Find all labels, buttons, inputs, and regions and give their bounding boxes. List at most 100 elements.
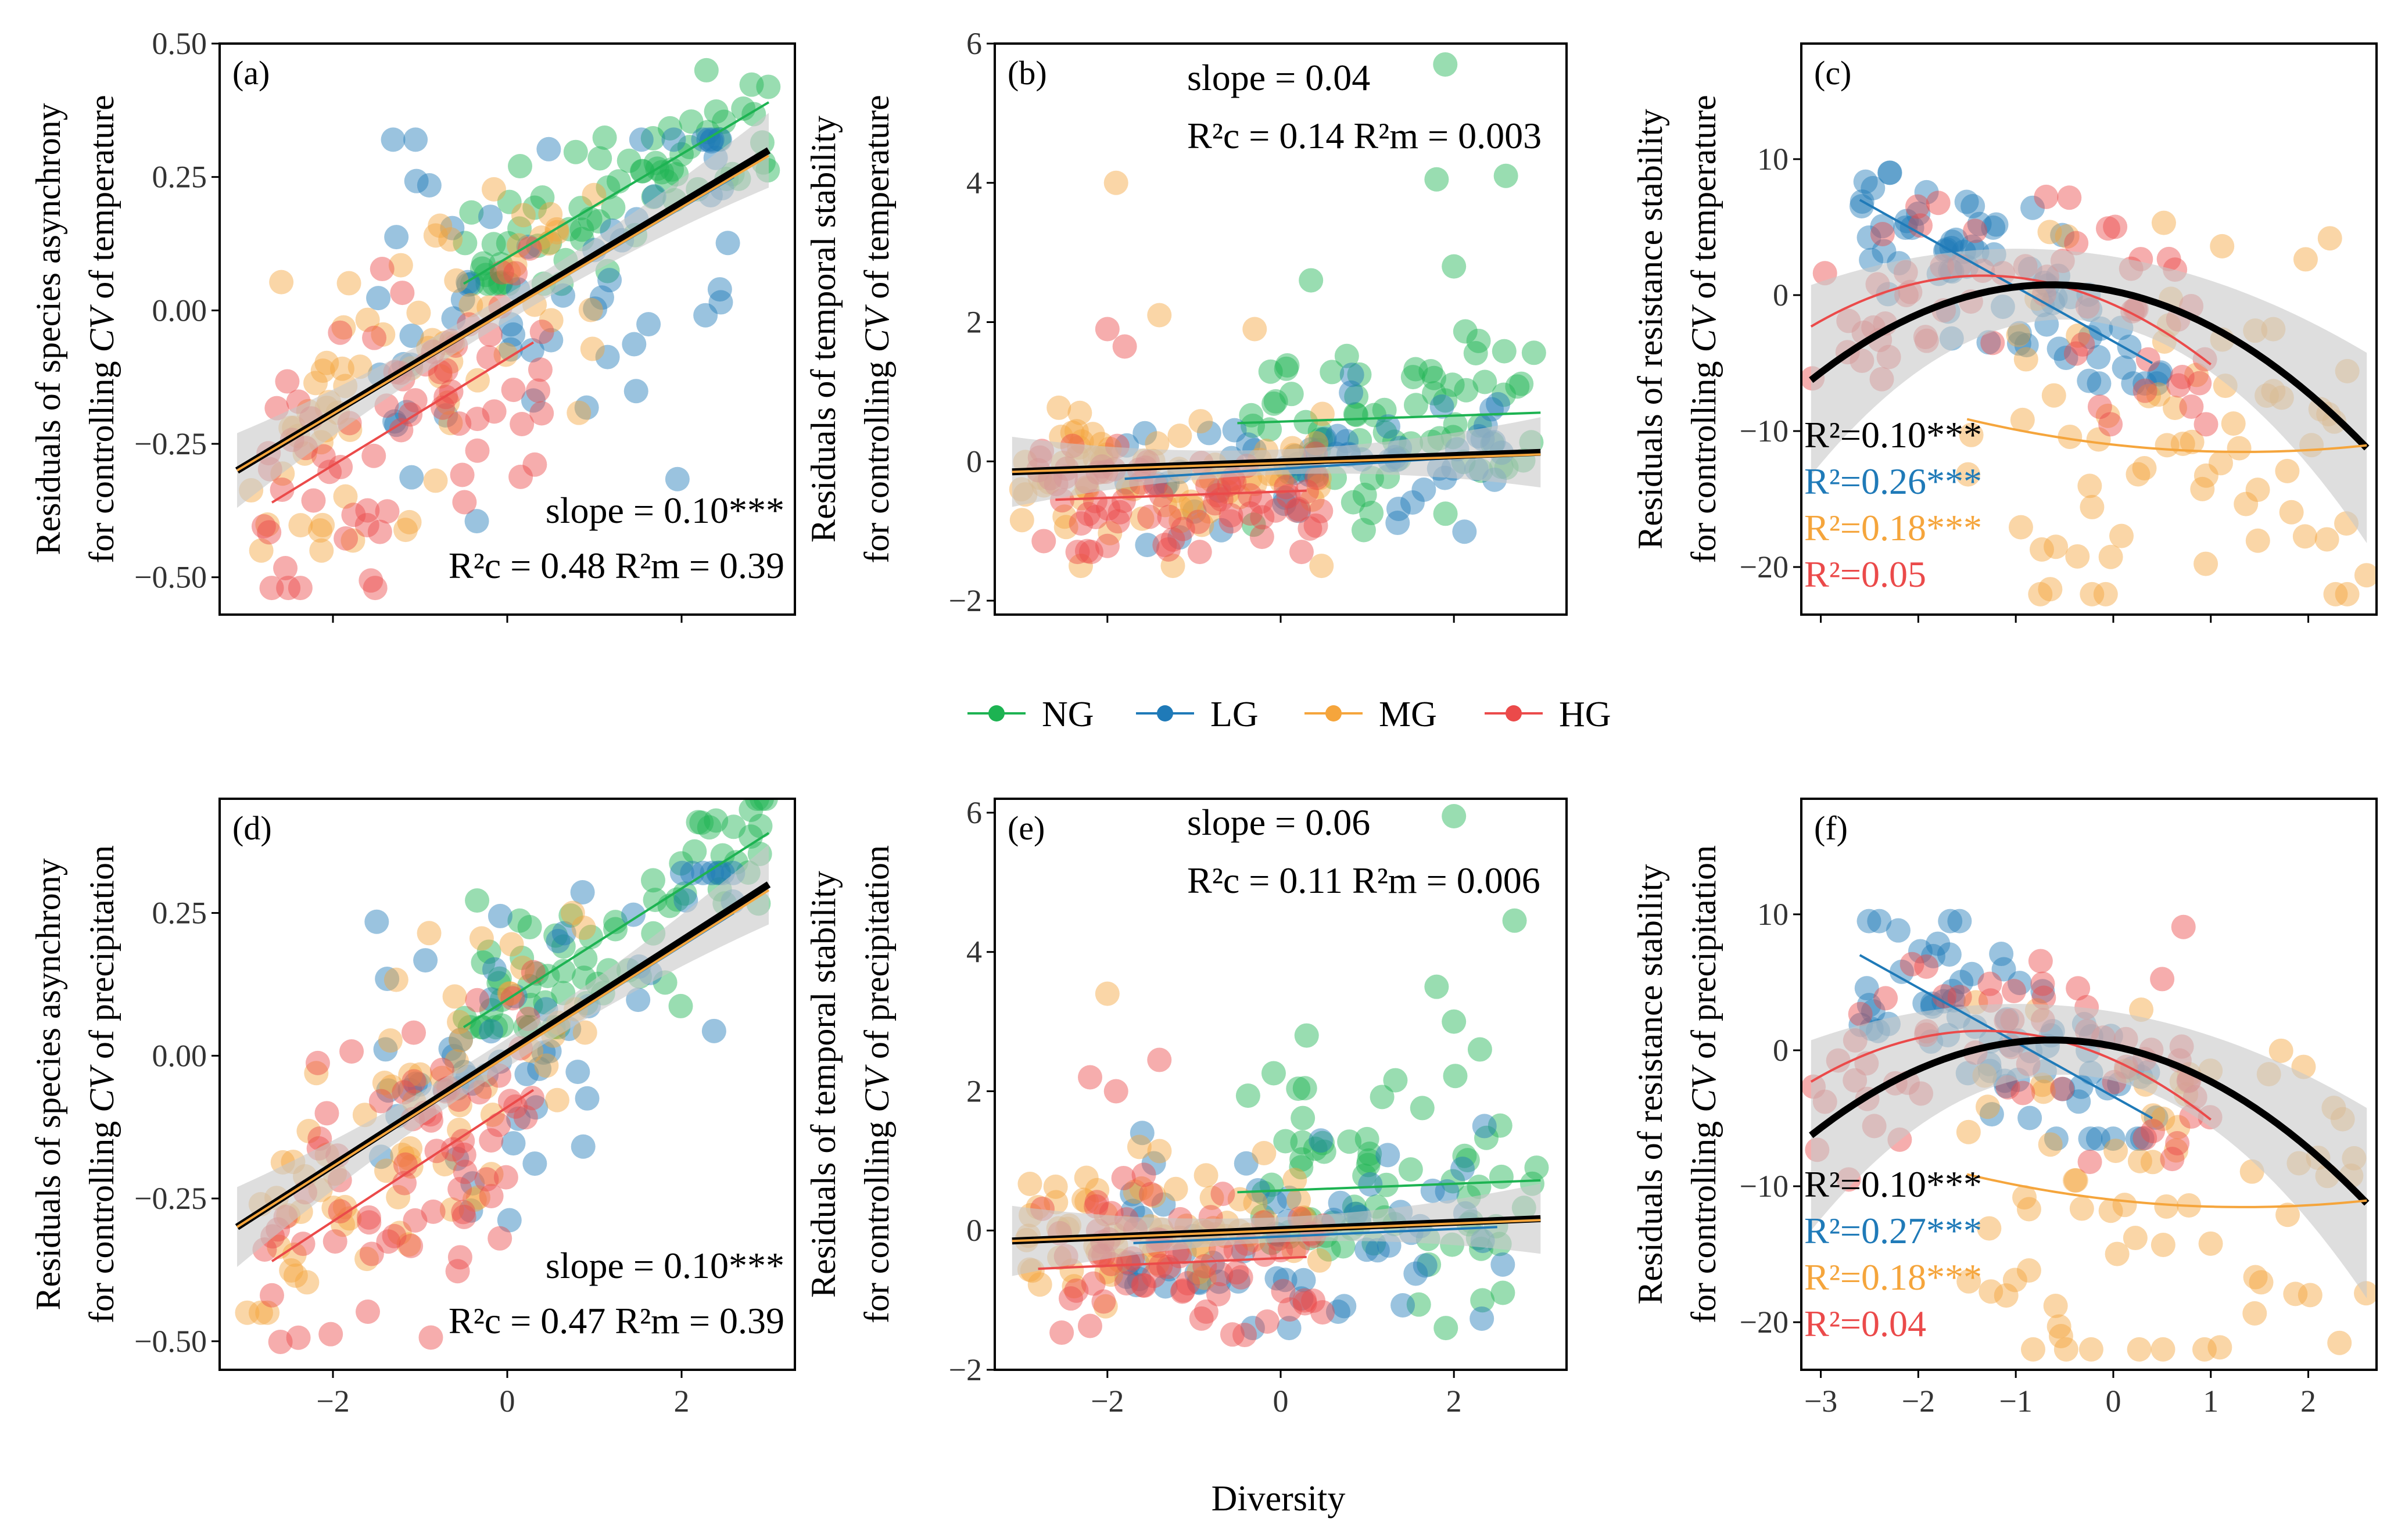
- point-LG: [546, 928, 571, 953]
- fit-line-HG: [271, 341, 535, 504]
- point-NG: [558, 903, 583, 928]
- point-LG: [2050, 222, 2075, 247]
- point-NG: [1334, 343, 1359, 368]
- point-HG: [2132, 1126, 2157, 1151]
- point-LG: [373, 1037, 398, 1062]
- y-tick-label: 10: [1757, 142, 1789, 177]
- point-NG: [475, 271, 500, 296]
- point-NG: [487, 966, 512, 991]
- point-NG: [1258, 359, 1283, 384]
- point-NG: [1467, 1037, 1492, 1062]
- point-HG: [1250, 505, 1275, 530]
- point-MG: [580, 336, 605, 361]
- point-MG: [396, 1146, 421, 1171]
- point-MG: [2098, 544, 2123, 569]
- point-HG: [2132, 378, 2157, 403]
- point-NG: [1372, 397, 1397, 422]
- point-LG: [595, 344, 620, 369]
- point-HG: [2031, 985, 2056, 1010]
- point-NG: [474, 263, 499, 288]
- point-HG: [1977, 971, 2002, 996]
- point-NG: [601, 195, 626, 220]
- point-MG: [397, 509, 422, 534]
- legend-item-LG: LG: [1136, 695, 1259, 734]
- point-NG: [586, 209, 611, 234]
- point-LG: [1452, 519, 1477, 544]
- point-HG: [2063, 341, 2088, 366]
- point-LG: [2053, 345, 2078, 370]
- point-MG: [2055, 224, 2080, 249]
- point-HG: [447, 1176, 472, 1201]
- point-LG: [1472, 1114, 1497, 1139]
- point-MG: [384, 967, 408, 992]
- point-HG: [529, 401, 554, 426]
- point-HG: [1078, 540, 1103, 565]
- point-NG: [1235, 1083, 1260, 1108]
- point-LG: [570, 880, 595, 904]
- point-HG: [1309, 498, 1334, 523]
- point-MG: [572, 1020, 597, 1045]
- point-NG: [606, 169, 631, 194]
- point-NG: [1417, 1252, 1442, 1277]
- point-MG: [296, 1119, 321, 1144]
- y-axis-label: for controlling CV of temperature: [83, 95, 121, 563]
- point-HG: [403, 388, 428, 413]
- point-LG: [626, 988, 651, 1013]
- point-MG: [1027, 1272, 1052, 1297]
- point-MG: [2012, 1185, 2037, 1210]
- point-LG: [2044, 1126, 2069, 1151]
- point-HG: [1111, 489, 1136, 514]
- y-axis-label: Residuals of species asynchrony: [29, 858, 67, 1310]
- point-NG: [1502, 908, 1527, 933]
- point-HG: [1064, 1278, 1089, 1303]
- point-HG: [357, 1210, 382, 1235]
- point-LG: [551, 921, 576, 946]
- point-LG: [464, 509, 489, 534]
- point-MG: [534, 1053, 559, 1078]
- point-HG: [1873, 986, 1898, 1011]
- panel-label: (d): [232, 809, 272, 847]
- point-MG: [406, 300, 431, 325]
- point-LG: [499, 337, 524, 362]
- point-HG: [1295, 479, 1320, 504]
- point-NG: [510, 945, 535, 970]
- point-MG: [2151, 1337, 2175, 1362]
- point-LG: [1312, 426, 1337, 451]
- point-MG: [496, 260, 521, 285]
- y-tick-label: −20: [1740, 550, 1789, 584]
- point-LG: [2007, 321, 2032, 346]
- point-LG: [2085, 1126, 2110, 1151]
- point-MG: [398, 1062, 423, 1087]
- point-NG: [486, 971, 511, 996]
- point-HG: [1105, 509, 1130, 534]
- point-HG: [1170, 1279, 1195, 1304]
- point-NG: [1492, 382, 1517, 407]
- point-LG: [1325, 423, 1350, 448]
- point-LG: [1877, 160, 1902, 185]
- y-tick-label: −0.25: [134, 426, 207, 461]
- point-MG: [2020, 1337, 2045, 1362]
- y-tick-label: 0.25: [152, 160, 207, 195]
- point-HG: [1076, 501, 1101, 526]
- point-LG: [2017, 1105, 2042, 1130]
- point-LG: [700, 860, 725, 885]
- point-HG: [520, 1086, 545, 1111]
- point-MG: [2151, 210, 2176, 235]
- point-LG: [381, 127, 406, 152]
- point-MG: [308, 518, 333, 543]
- point-LG: [1184, 1261, 1209, 1286]
- x-tick-label: 0: [500, 1384, 515, 1419]
- point-LG: [2007, 971, 2032, 996]
- point-LG: [1411, 477, 1436, 502]
- point-MG: [435, 390, 460, 415]
- point-NG: [1374, 1172, 1399, 1197]
- point-LG: [433, 403, 458, 428]
- annotation: R²c = 0.48 R²m = 0.39: [449, 545, 784, 586]
- point-MG: [321, 1196, 346, 1220]
- point-NG: [665, 887, 690, 912]
- point-HG: [1084, 1190, 1109, 1215]
- point-HG: [251, 514, 276, 539]
- point-LG: [413, 948, 438, 973]
- panel-label: (a): [232, 54, 270, 92]
- point-LG: [1867, 909, 1892, 934]
